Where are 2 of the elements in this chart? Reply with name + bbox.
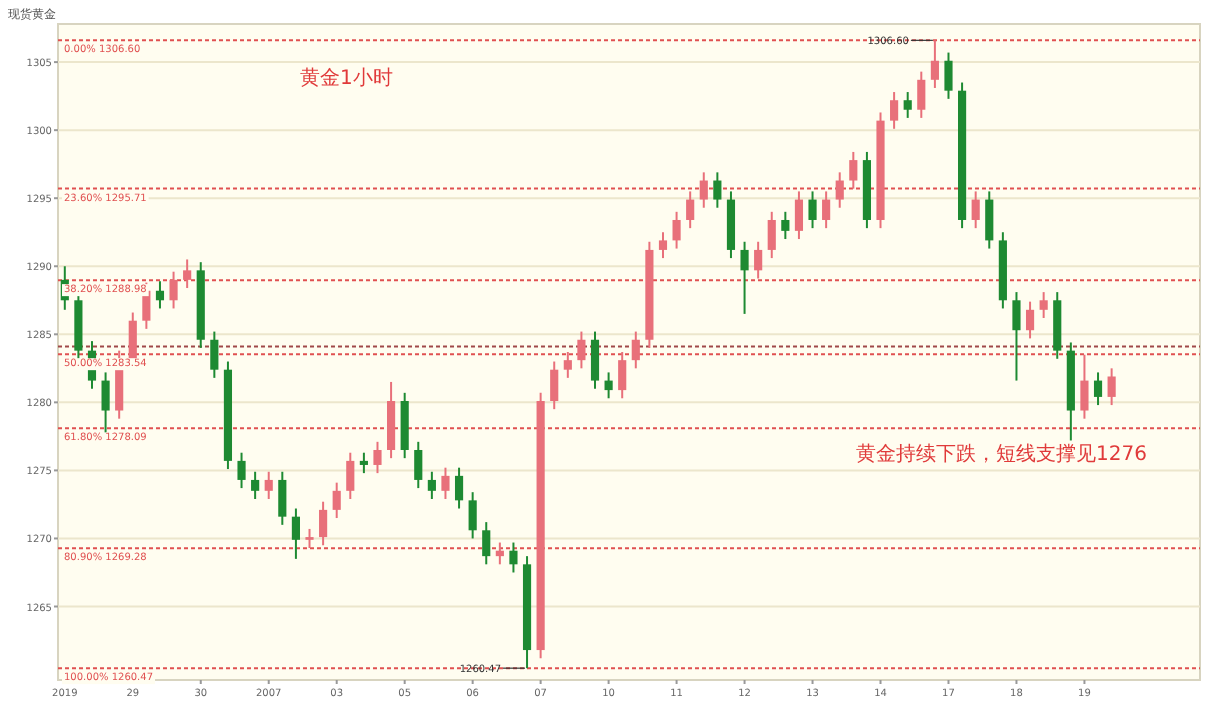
annotation: 黄金1小时 — [300, 66, 393, 90]
annotation: 黄金持续下跌，短线支撑见1276 — [856, 442, 1147, 466]
